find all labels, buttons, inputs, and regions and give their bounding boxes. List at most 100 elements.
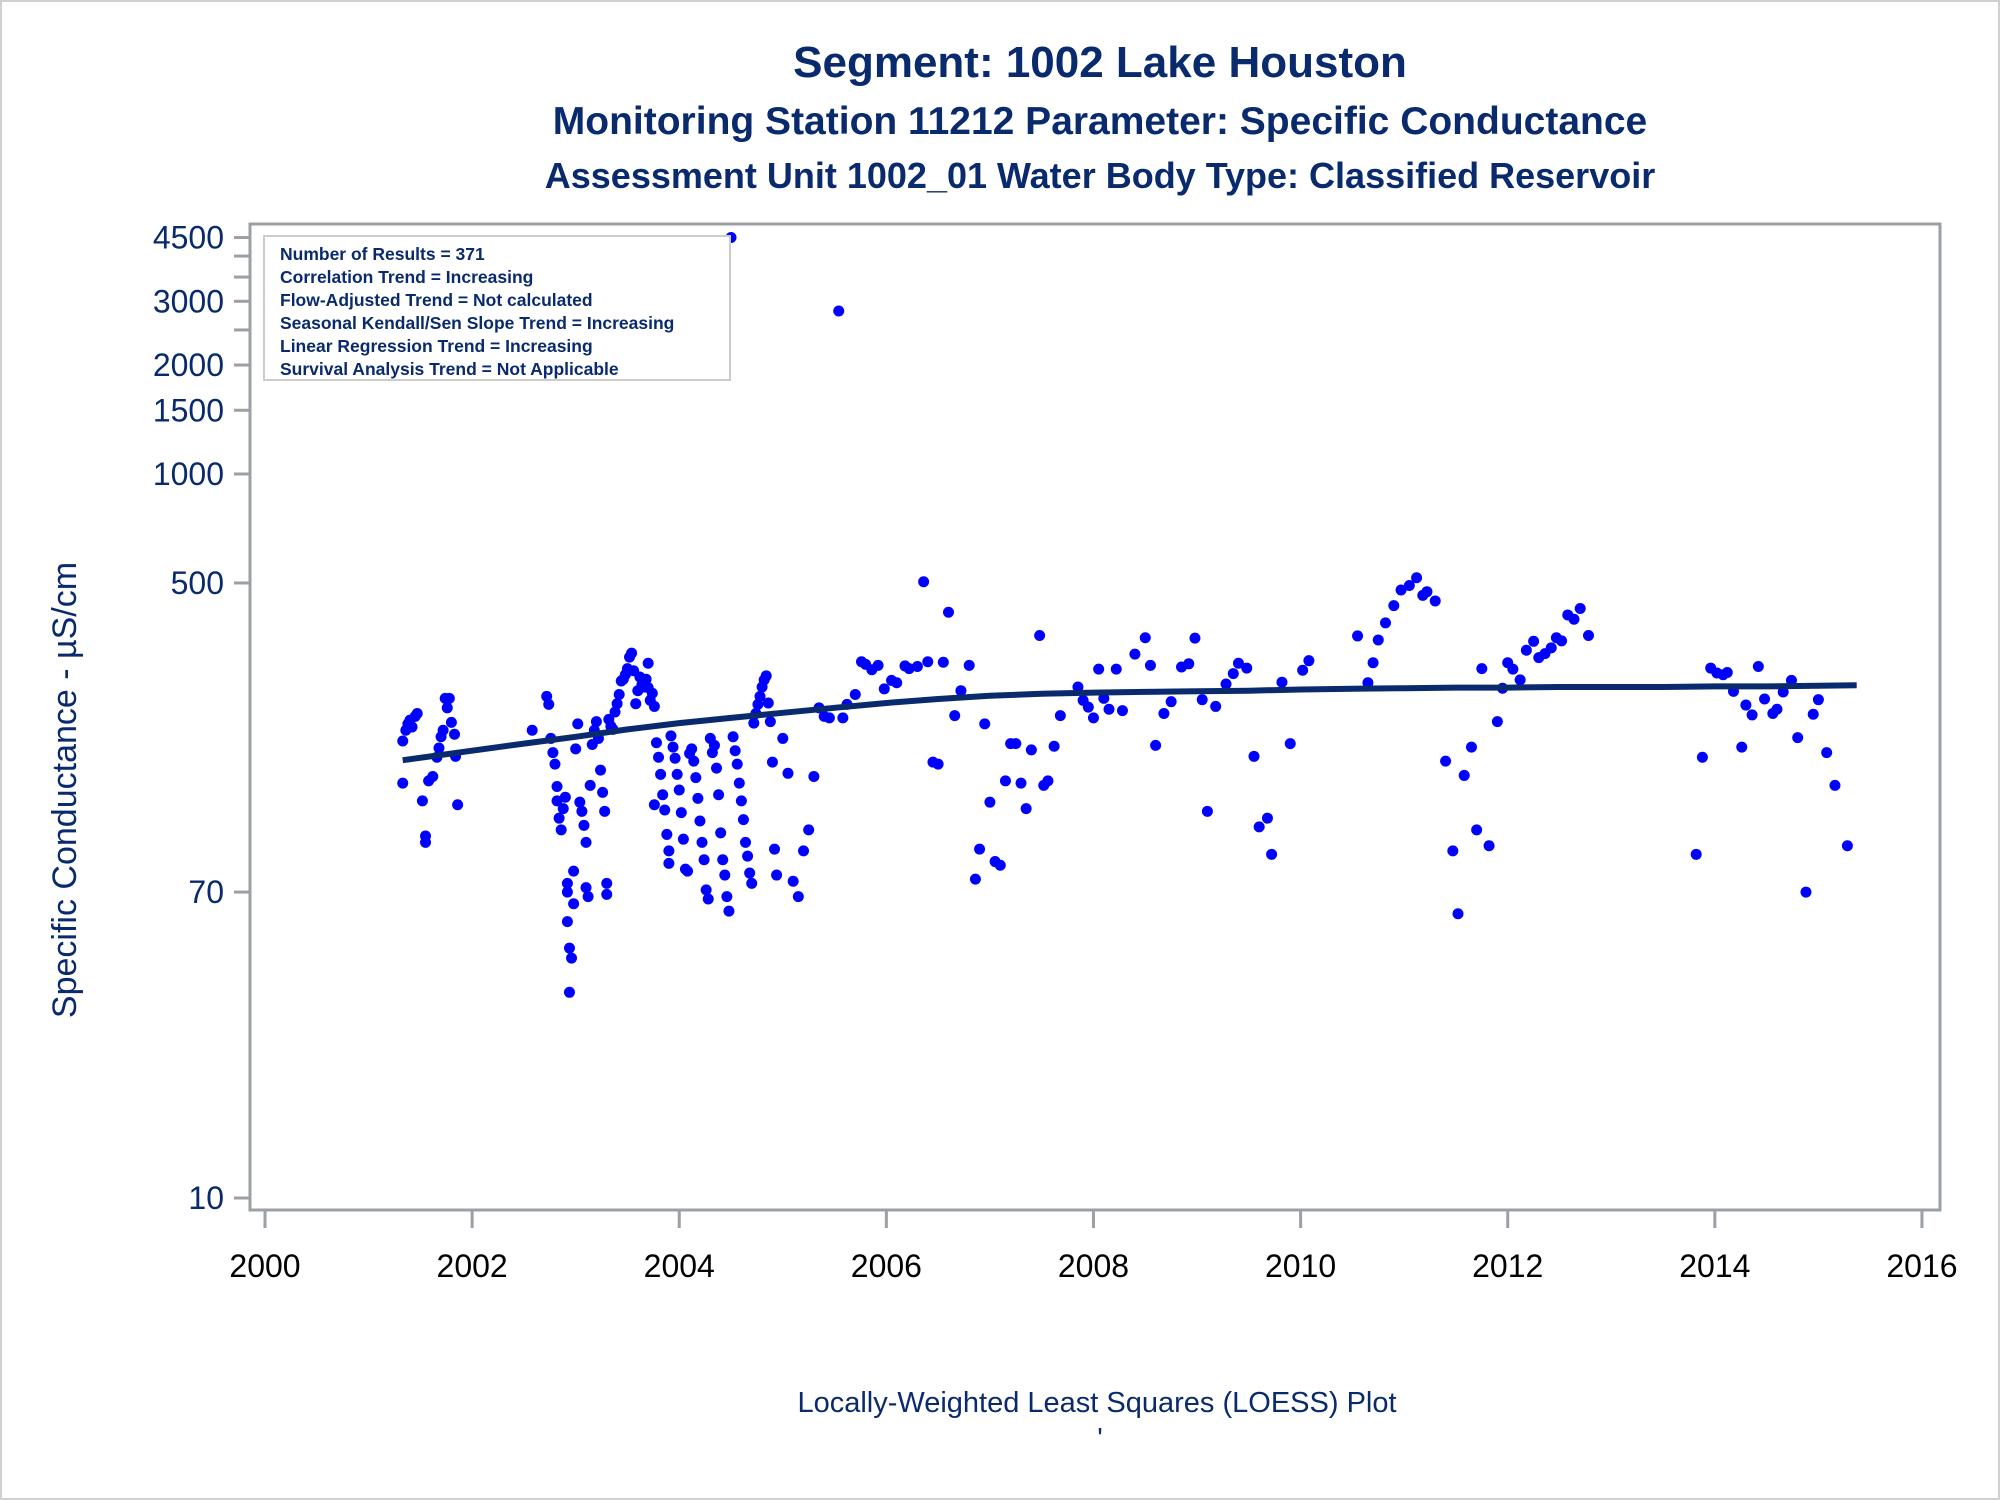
data-point	[872, 659, 884, 671]
data-point	[1771, 703, 1783, 715]
data-point	[1158, 707, 1170, 719]
data-point	[561, 877, 573, 889]
data-point	[1129, 648, 1141, 660]
data-point	[1082, 701, 1094, 713]
data-point	[932, 758, 944, 770]
data-point	[669, 752, 681, 764]
x-tick-label: 2002	[437, 1248, 508, 1284]
data-point	[1507, 663, 1519, 675]
y-tick-label: 4500	[153, 220, 224, 256]
data-point	[955, 685, 967, 697]
data-point	[1829, 779, 1841, 791]
data-point	[682, 865, 694, 877]
x-tick-label: 2008	[1058, 1248, 1129, 1284]
data-point	[1015, 777, 1027, 789]
data-point	[1395, 584, 1407, 596]
data-point	[1165, 696, 1177, 708]
data-point	[433, 742, 445, 754]
data-point	[597, 786, 609, 798]
data-point	[1248, 750, 1260, 762]
data-point	[1189, 632, 1201, 644]
data-point	[694, 815, 706, 827]
data-point	[1034, 629, 1046, 641]
data-point	[661, 828, 673, 840]
data-point	[1476, 663, 1488, 675]
data-point	[646, 687, 658, 699]
data-point	[737, 814, 749, 826]
data-point	[903, 663, 915, 675]
data-point	[1380, 617, 1392, 629]
data-point	[1054, 710, 1066, 722]
data-point	[1452, 908, 1464, 920]
data-point	[1582, 629, 1594, 641]
y-tick-label: 500	[171, 565, 224, 601]
data-point	[1201, 805, 1213, 817]
data-point	[1116, 705, 1128, 717]
data-point	[803, 824, 815, 836]
data-point	[1471, 824, 1483, 836]
data-point	[411, 707, 423, 719]
data-point	[1144, 659, 1156, 671]
data-point	[576, 805, 588, 817]
data-point	[1196, 694, 1208, 706]
data-point	[563, 986, 575, 998]
data-point	[397, 735, 409, 747]
data-point	[979, 718, 991, 730]
data-point	[762, 697, 774, 709]
footnote: Locally-Weighted Least Squares (LOESS) P…	[797, 1387, 1396, 1419]
data-point	[1048, 740, 1060, 752]
inset-line: Seasonal Kendall/Sen Slope Trend = Incre…	[280, 313, 674, 333]
data-point	[561, 916, 573, 928]
data-point	[1388, 600, 1400, 612]
data-point	[1696, 751, 1708, 763]
inset-stats-box: Number of Results = 371 Correlation Trend…	[263, 235, 731, 381]
y-tick-label: 1500	[153, 392, 224, 428]
x-tick-label: 2012	[1472, 1248, 1543, 1284]
data-point	[568, 898, 580, 910]
data-point	[1574, 603, 1586, 615]
footnote-mark: '	[1097, 1423, 1103, 1455]
data-point	[984, 796, 996, 808]
data-point	[568, 865, 580, 877]
data-point	[731, 758, 743, 770]
data-point	[733, 777, 745, 789]
data-point	[551, 795, 563, 807]
data-point	[688, 755, 700, 767]
data-point	[663, 845, 675, 857]
data-point	[406, 721, 418, 733]
data-point	[713, 789, 725, 801]
data-point	[1110, 663, 1122, 675]
data-point	[1514, 674, 1526, 686]
data-point	[748, 717, 760, 729]
data-point	[1253, 821, 1265, 833]
data-point	[1759, 693, 1771, 705]
inset-border	[263, 235, 731, 381]
data-point	[449, 728, 461, 740]
data-point	[1020, 803, 1032, 815]
data-point	[657, 789, 669, 801]
data-point	[782, 767, 794, 779]
data-point	[1736, 741, 1748, 753]
data-point	[1746, 709, 1758, 721]
data-point	[922, 656, 934, 668]
data-point	[1072, 681, 1084, 693]
data-point	[566, 952, 578, 964]
data-point	[1800, 886, 1812, 898]
data-point	[798, 845, 810, 857]
data-point	[1520, 644, 1532, 656]
data-point	[911, 660, 923, 672]
data-point	[1528, 635, 1540, 647]
data-point	[696, 836, 708, 848]
data-point	[441, 702, 453, 714]
data-point	[659, 804, 671, 816]
data-point	[648, 700, 660, 712]
inset-line: Linear Regression Trend = Increasing	[280, 336, 593, 356]
data-point	[792, 891, 804, 903]
data-point	[721, 891, 733, 903]
data-point	[437, 724, 449, 736]
data-point	[578, 819, 590, 831]
data-point	[1220, 678, 1232, 690]
data-point	[690, 772, 702, 784]
